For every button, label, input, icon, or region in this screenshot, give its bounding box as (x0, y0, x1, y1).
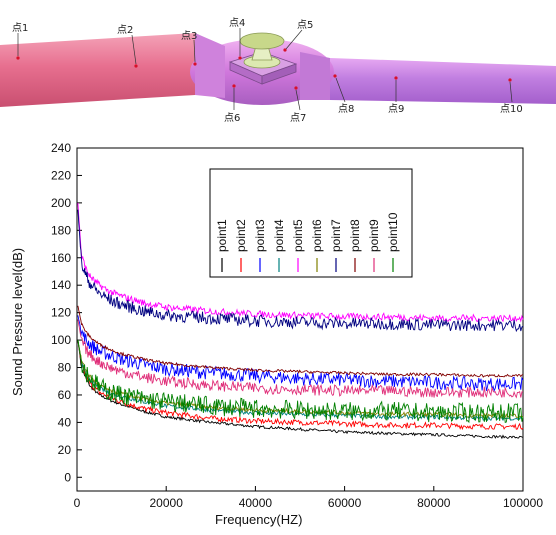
pipe-label-10: 点10 (500, 103, 523, 115)
y-tick-label: 160 (51, 251, 71, 265)
valve-body (190, 32, 334, 105)
series-line-point7 (77, 209, 524, 333)
y-tick-label: 20 (58, 443, 72, 457)
x-tick-label: 40000 (239, 496, 273, 510)
y-axis-ticks: 0 20 40 60 80 100 120 140 160 180 200 220 240 (51, 141, 82, 484)
y-tick-label: 100 (51, 333, 71, 347)
pipe-right-section (330, 58, 556, 104)
legend-label-point4: point4 (272, 219, 286, 252)
y-axis-label: Sound Pressure level(dB) (10, 248, 25, 396)
series-lines (77, 202, 524, 440)
y-tick-label: 200 (51, 196, 71, 210)
series-line-point1 (77, 340, 524, 440)
x-axis-label: Frequency(HZ) (215, 512, 302, 527)
y-tick-label: 180 (51, 223, 71, 237)
legend-label-point6: point6 (310, 219, 324, 252)
pipe-label-2: 点2 (117, 24, 133, 36)
pipe-label-5: 点5 (297, 19, 313, 31)
y-tick-label: 220 (51, 168, 71, 182)
y-tick-label: 60 (58, 388, 72, 402)
series-line-point8 (77, 305, 524, 378)
x-tick-label: 80000 (417, 496, 451, 510)
pipe-left-section (0, 33, 195, 107)
x-tick-label: 60000 (328, 496, 362, 510)
measurement-point-markers (16, 48, 512, 90)
legend-label-point5: point5 (291, 219, 305, 252)
pipe-label-9: 点9 (388, 103, 404, 115)
legend-label-point1: point1 (215, 219, 229, 252)
pipe-label-3: 点3 (181, 30, 197, 42)
y-tick-label: 120 (51, 306, 71, 320)
pipe-model-figure: 点1 点2 点3 点4 点5 点6 点7 点8 点9 点10 (0, 17, 556, 124)
series-line-point5 (77, 202, 524, 324)
y-tick-label: 0 (64, 470, 71, 484)
x-tick-label: 0 (74, 496, 81, 510)
x-axis-ticks: 0 20000 40000 60000 80000 100000 (74, 486, 543, 510)
pipe-point-labels: 点1 点2 点3 点4 点5 点6 点7 点8 点9 点10 (12, 17, 523, 124)
x-tick-label: 100000 (503, 496, 543, 510)
pipe-label-7: 点7 (290, 112, 306, 124)
series-line-point3 (77, 315, 524, 392)
series-line-point4 (77, 340, 524, 422)
sound-pressure-chart: 0 20 40 60 80 100 120 140 160 180 200 220 240 0 20000… (10, 141, 543, 527)
series-line-point9 (77, 319, 524, 399)
legend-label-point9: point9 (367, 219, 381, 252)
pipe-label-4: 点4 (229, 17, 245, 29)
legend: point1 point2 point3 point4 point5 point6 poin… (209, 168, 413, 278)
y-tick-label: 240 (51, 141, 71, 155)
pipe-label-1: 点1 (12, 22, 28, 34)
legend-label-point7: point7 (329, 219, 343, 252)
y-tick-label: 40 (58, 415, 72, 429)
x-tick-label: 20000 (150, 496, 184, 510)
y-tick-label: 140 (51, 278, 71, 292)
legend-label-point8: point8 (348, 219, 362, 252)
pipe-label-8: 点8 (338, 103, 354, 115)
y-tick-label: 80 (58, 361, 72, 375)
legend-box (209, 168, 413, 278)
legend-label-point10: point10 (386, 212, 400, 252)
series-line-point2 (77, 340, 524, 431)
series-line-point10 (77, 340, 524, 424)
point-leader-lines (17, 28, 513, 111)
legend-label-point2: point2 (234, 219, 248, 252)
legend-label-point3: point3 (253, 219, 267, 252)
pipe-label-6: 点6 (224, 112, 240, 124)
